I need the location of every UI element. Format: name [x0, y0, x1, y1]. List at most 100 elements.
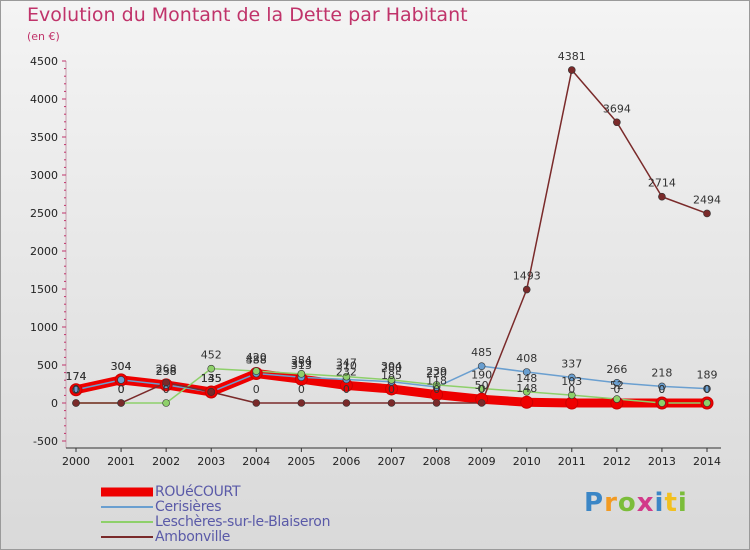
series-point-1 — [477, 362, 486, 370]
y-tick-label: 0 — [51, 397, 58, 410]
series-point-1 — [522, 368, 531, 376]
series-point-2 — [567, 391, 576, 399]
series-point-3 — [207, 388, 216, 396]
data-label: 347 — [336, 357, 357, 370]
data-label: 135 — [201, 372, 222, 385]
x-tick-label: 2004 — [242, 455, 270, 468]
series-point-3 — [117, 399, 125, 407]
x-tick-label: 2003 — [197, 455, 225, 468]
legend-swatch-lescheres — [101, 520, 153, 523]
data-label: 50 — [475, 379, 489, 392]
series-point-1 — [72, 385, 80, 394]
series-point-3 — [613, 118, 621, 127]
data-label: 3694 — [603, 102, 631, 115]
legend-label-lescheres: Leschères-sur-le-Blaiseron — [155, 513, 331, 530]
y-tick-label: -500 — [33, 435, 58, 448]
x-tick-label: 2006 — [332, 455, 360, 468]
x-tick-label: 2009 — [468, 455, 496, 468]
series-point-3 — [342, 399, 351, 407]
data-label: 232 — [336, 365, 357, 378]
series-point-3 — [387, 399, 396, 407]
data-label: 1493 — [513, 270, 541, 283]
data-label: 118 — [426, 375, 447, 388]
x-tick-label: 2005 — [287, 455, 315, 468]
y-tick-label: 3500 — [30, 131, 58, 144]
legend-swatch-rouecourt — [101, 487, 153, 496]
series-point-3 — [567, 66, 576, 74]
x-tick-label: 2014 — [693, 455, 721, 468]
series-point-1 — [567, 373, 576, 382]
series-point-1 — [613, 378, 621, 387]
legend-item-cerisieres[interactable]: Cerisières — [101, 499, 330, 515]
data-label: 280 — [381, 362, 402, 375]
chart-title: Evolution du Montant de la Dette par Hab… — [27, 4, 468, 26]
data-label: 189 — [697, 369, 718, 382]
series-point-2 — [387, 376, 396, 384]
unit-label: (en €) — [27, 30, 60, 43]
series-point-3 — [297, 399, 306, 407]
legend-swatch-cerisieres — [101, 505, 153, 508]
series-point-3 — [477, 399, 486, 407]
data-label: 0 — [118, 383, 125, 396]
data-label: 238 — [156, 365, 177, 378]
data-label: 0 — [298, 383, 305, 396]
data-label: 0 — [433, 383, 440, 396]
data-label: 2714 — [648, 177, 676, 190]
data-label: 0 — [704, 383, 711, 396]
data-label: 238 — [156, 365, 177, 378]
data-label: 0 — [613, 383, 620, 396]
x-tick-label: 2002 — [152, 455, 180, 468]
x-tick-label: 2007 — [378, 455, 406, 468]
data-label: 485 — [471, 346, 492, 359]
x-tick-label: 2008 — [423, 455, 451, 468]
data-label: 148 — [516, 372, 537, 385]
data-label: 0 — [118, 383, 125, 396]
series-point-2 — [522, 387, 531, 396]
series-point-1 — [658, 382, 666, 391]
series-point-2 — [658, 399, 666, 407]
legend-item-ambonville[interactable]: Ambonville — [101, 528, 330, 545]
data-label: 268 — [156, 363, 177, 376]
legend-item-rouecourt[interactable]: ROUéCOURT — [101, 484, 330, 500]
legend-label-ambonville: Ambonville — [155, 528, 231, 545]
y-tick-label: 500 — [37, 359, 58, 372]
series-point-3 — [703, 209, 711, 218]
data-label: 0 — [73, 383, 80, 396]
y-tick-label: 4000 — [30, 93, 58, 106]
data-label: 0 — [478, 383, 485, 396]
series-point-0 — [520, 395, 534, 409]
series-point-3 — [658, 192, 666, 201]
legend-item-lescheres[interactable]: Leschères-sur-le-Blaiseron — [101, 513, 331, 530]
series-point-2 — [252, 367, 261, 375]
x-tick-label: 2001 — [107, 455, 135, 468]
series-point-2 — [297, 370, 306, 378]
data-label: 0 — [704, 383, 711, 396]
series-point-1 — [703, 384, 711, 393]
data-label: 339 — [291, 357, 312, 370]
y-tick-label: 4500 — [30, 55, 58, 68]
data-label: 145 — [201, 372, 222, 385]
series-point-2 — [162, 399, 170, 407]
x-tick-label: 2000 — [62, 455, 90, 468]
x-tick-label: 2013 — [648, 455, 676, 468]
data-label: 408 — [516, 352, 537, 365]
series-point-2 — [207, 364, 216, 373]
y-tick-label: 2500 — [30, 207, 58, 220]
data-label: 0 — [73, 383, 80, 396]
data-label: 4381 — [558, 50, 586, 63]
series-point-3 — [522, 285, 531, 294]
data-label: 0 — [658, 383, 665, 396]
data-label: 174 — [66, 370, 87, 383]
x-tick-label: 2011 — [558, 455, 586, 468]
data-label: 103 — [561, 375, 582, 388]
data-label: 337 — [561, 357, 582, 370]
data-label: 0 — [388, 383, 395, 396]
data-label: 420 — [246, 351, 267, 364]
legend: ROUéCOURT Cerisières Leschères-sur-le-Bl… — [101, 484, 331, 545]
proxiti-logo[interactable]: Proxiti — [584, 488, 688, 518]
data-label: 0 — [658, 383, 665, 396]
series-point-2 — [613, 395, 621, 403]
data-label: 388 — [246, 354, 267, 367]
